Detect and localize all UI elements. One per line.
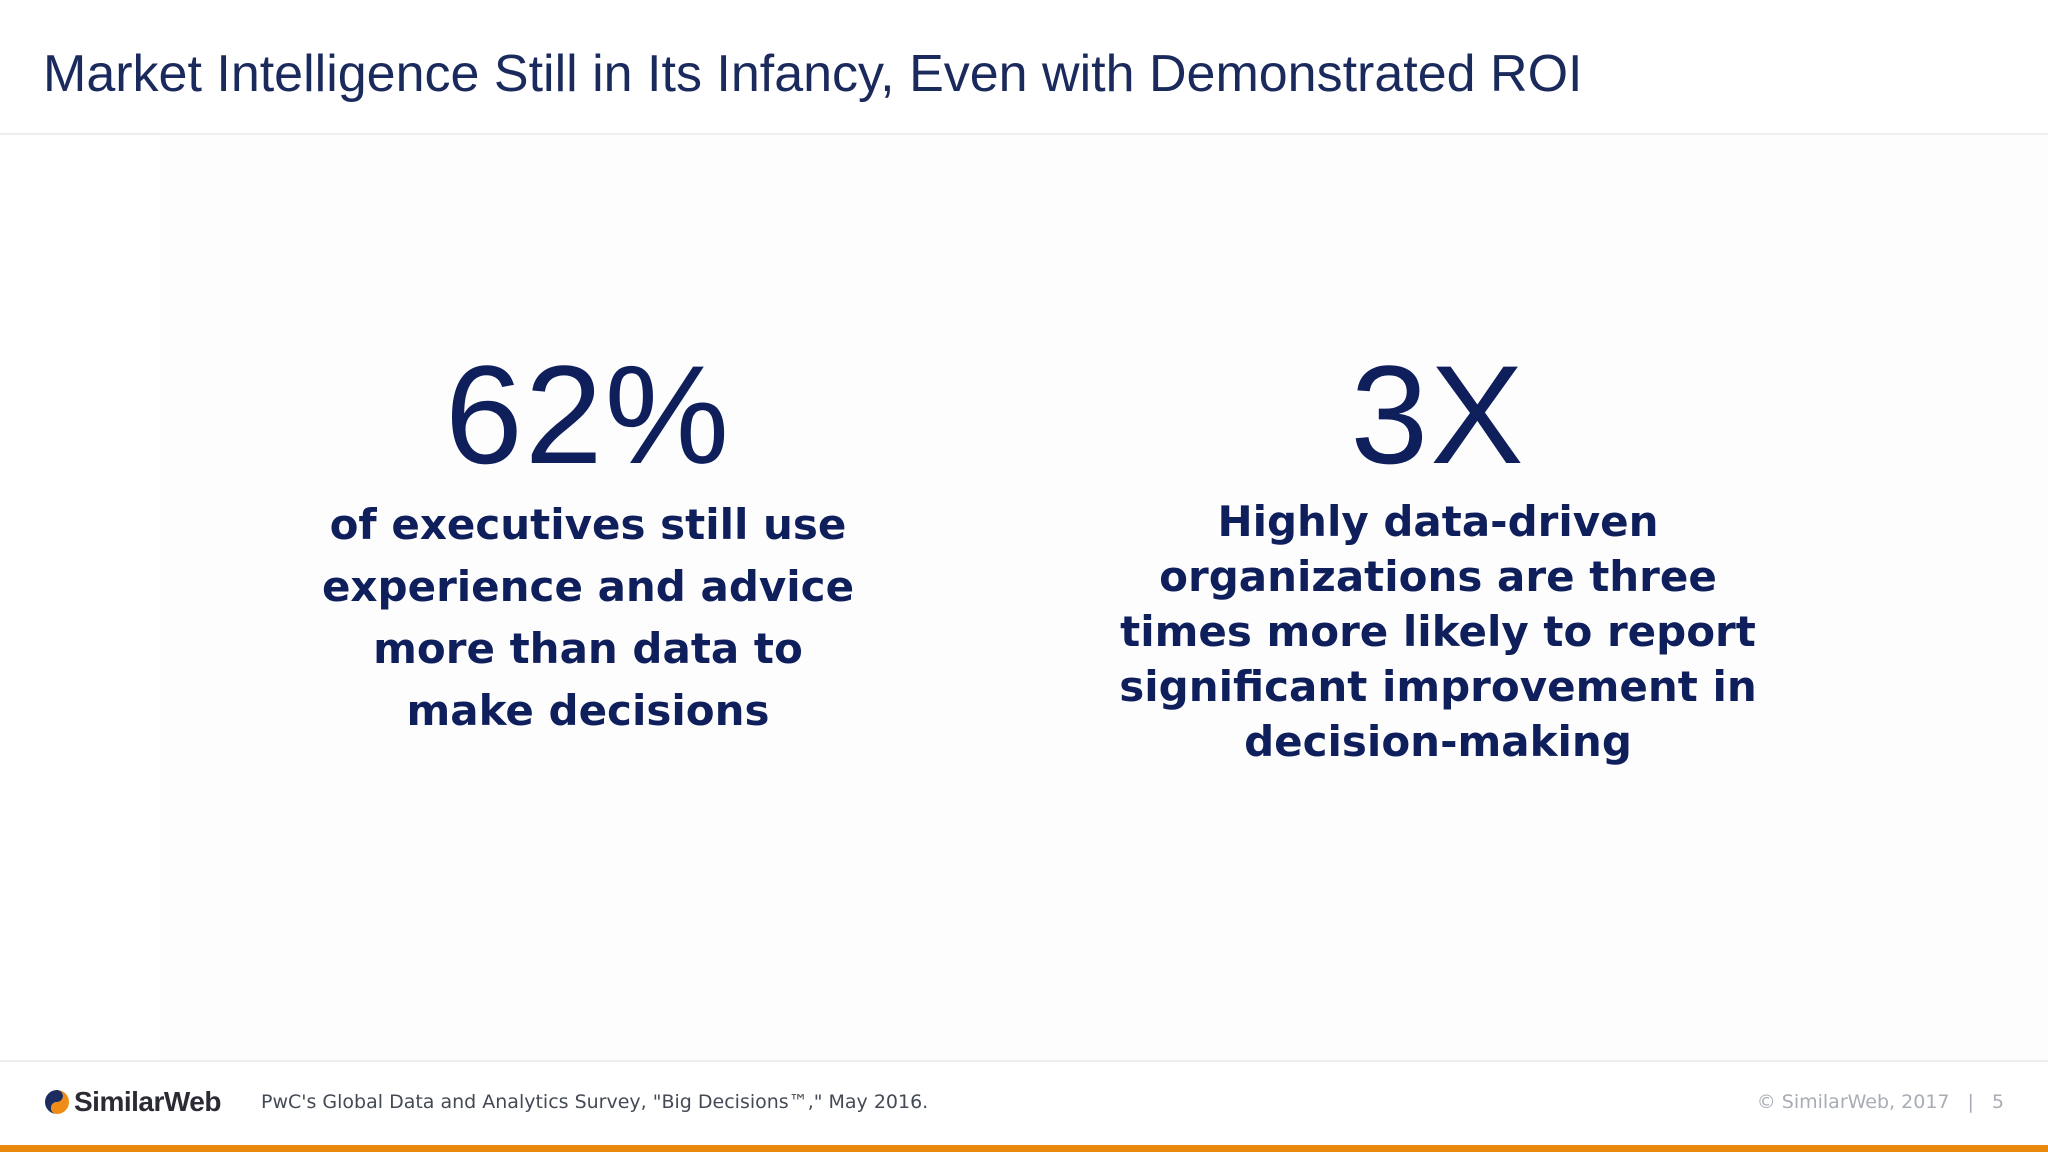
slide-title: Market Intelligence Still in Its Infancy… [43,45,1583,103]
stat-value: 62% [444,336,732,493]
title-divider [0,133,2048,135]
page-number: 5 [1991,1091,2004,1113]
stat-description: of executives still use experience and a… [321,500,855,735]
footer-divider [0,1060,2048,1062]
similarweb-logo: SimilarWeb [44,1082,221,1122]
stat-block-data-driven: 3X Highly data-driven organizations are … [1098,340,1778,769]
stat-value: 3X [1350,336,1526,493]
stat-description: Highly data-driven organizations are thr… [1119,497,1757,766]
accent-bar [0,1145,2048,1152]
stat-block-executives: 62% of executives still use experience a… [248,340,928,742]
logo-text: SimilarWeb [74,1086,221,1117]
copyright-line: © SimilarWeb, 2017 | 5 [1757,1086,2004,1118]
copyright-text: © SimilarWeb, 2017 [1756,1091,1950,1113]
content-panel [160,135,2048,1060]
source-citation: PwC's Global Data and Analytics Survey, … [261,1091,929,1113]
similarweb-logo-icon [45,1090,69,1114]
footer-separator: | [1967,1091,1974,1113]
footer: SimilarWeb PwC's Global Data and Analyti… [0,1062,2048,1145]
